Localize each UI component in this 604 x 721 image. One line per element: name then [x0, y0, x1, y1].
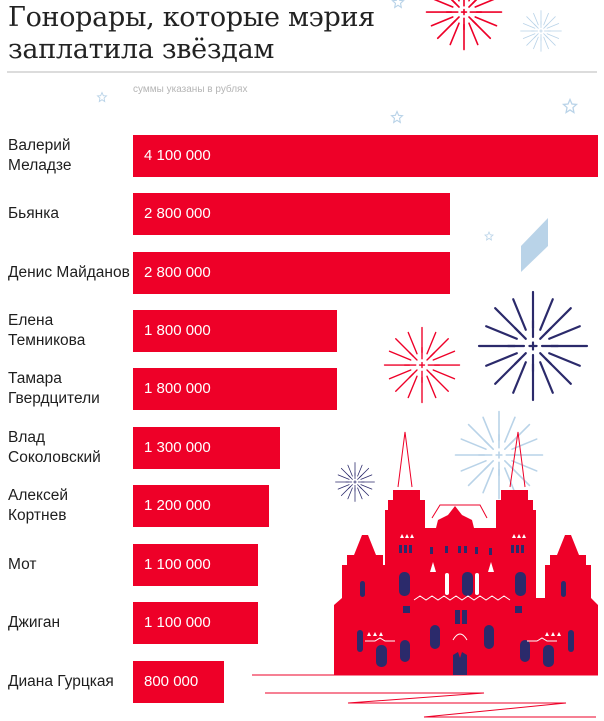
bar-label: Тамара Гвердцители — [8, 370, 100, 407]
bar: 2 800 000 — [133, 252, 450, 294]
bar-label: Денис Майданов — [8, 264, 130, 281]
bar: 800 000 — [133, 661, 224, 703]
bar-row: Бьянка 2 800 000 — [0, 193, 604, 235]
bar-label: Джиган — [8, 614, 61, 631]
chart-subtitle: суммы указаны в рублях — [133, 84, 248, 95]
bar-value: 2 800 000 — [144, 264, 211, 281]
bar-value: 1 800 000 — [144, 322, 211, 339]
bar-label: Влад Соколовский — [8, 429, 101, 466]
bar: 2 800 000 — [133, 193, 450, 235]
bar-value: 1 100 000 — [144, 556, 211, 573]
bar-row: Тамара Гвердцители 1 800 000 — [0, 368, 604, 410]
bar-row: Диана Гурцкая 800 000 — [0, 661, 604, 703]
bar: 1 200 000 — [133, 485, 269, 527]
bar-row: Влад Соколовский 1 300 000 — [0, 427, 604, 469]
bar-row: Джиган 1 100 000 — [0, 602, 604, 644]
bar: 4 100 000 — [133, 135, 598, 177]
bar-value: 1 300 000 — [144, 439, 211, 456]
chart-title: Гонорары, которые мэрия заплатила звёзда… — [8, 2, 375, 65]
firework-lightblue-top — [520, 10, 562, 52]
bar-label: Бьянка — [8, 205, 59, 222]
bar-value: 1 800 000 — [144, 380, 211, 397]
bar-label: Алексей Кортнев — [8, 487, 68, 524]
bar-value: 2 800 000 — [144, 205, 211, 222]
bar-row: Валерий Меладзе 4 100 000 — [0, 135, 604, 177]
bar-label: Диана Гурцкая — [8, 673, 114, 690]
bar-value: 1 200 000 — [144, 497, 211, 514]
bar-value: 800 000 — [144, 673, 199, 690]
bar-label: Валерий Меладзе — [8, 137, 72, 174]
bar: 1 300 000 — [133, 427, 280, 469]
bar-row: Елена Темникова 1 800 000 — [0, 310, 604, 352]
bar: 1 800 000 — [133, 368, 337, 410]
bar-label: Елена Темникова — [8, 312, 86, 349]
bar-row: Мот 1 100 000 — [0, 544, 604, 586]
bar-label: Мот — [8, 556, 37, 573]
firework-red-top — [425, 0, 503, 51]
title-divider — [7, 71, 597, 73]
bar-value: 4 100 000 — [144, 147, 211, 164]
bar-row: Денис Майданов 2 800 000 — [0, 252, 604, 294]
bar: 1 100 000 — [133, 602, 258, 644]
bar-row: Алексей Кортнев 1 200 000 — [0, 485, 604, 527]
bar: 1 800 000 — [133, 310, 337, 352]
bar: 1 100 000 — [133, 544, 258, 586]
bar-value: 1 100 000 — [144, 614, 211, 631]
